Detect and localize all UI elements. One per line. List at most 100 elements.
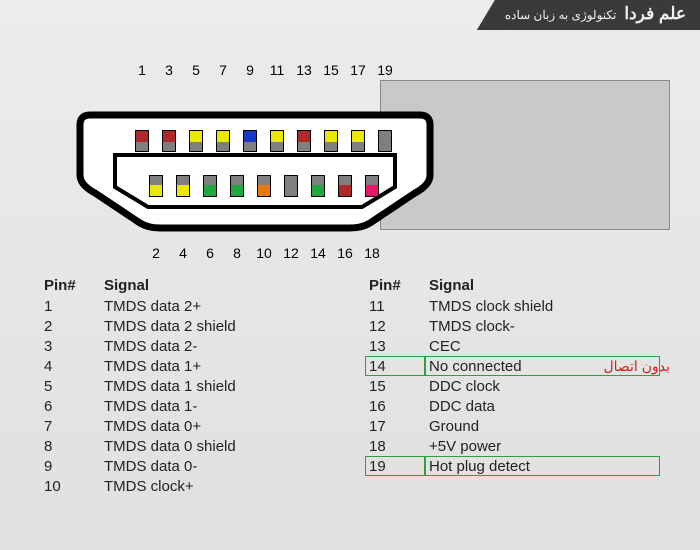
cell-signal: TMDS data 0 shield [100, 436, 335, 456]
table-row: 11TMDS clock shield [365, 296, 660, 316]
pin-top [243, 130, 257, 152]
cell-signal: TMDS clock shield [425, 296, 660, 316]
cell-signal: TMDS data 2+ [100, 296, 335, 316]
table-row: 10TMDS clock+ [40, 476, 335, 496]
cell-pin: 10 [40, 476, 100, 496]
connector-svg [70, 75, 450, 245]
table-row: 6TMDS data 1- [40, 396, 335, 416]
table-row: 15DDC clock [365, 376, 660, 396]
cell-signal: TMDS data 0- [100, 456, 335, 476]
pin-number-label: 11 [265, 62, 289, 78]
cell-pin: 17 [365, 416, 425, 436]
table-row: 17Ground [365, 416, 660, 436]
cell-pin: 7 [40, 416, 100, 436]
pin-bottom [176, 175, 190, 197]
pin-top [378, 130, 392, 152]
cell-pin: 3 [40, 336, 100, 356]
cell-pin: 15 [365, 376, 425, 396]
pin-bottom [230, 175, 244, 197]
cell-pin: 2 [40, 316, 100, 336]
cell-signal: DDC clock [425, 376, 660, 396]
cell-pin: 1 [40, 296, 100, 316]
pin-number-label: 15 [319, 62, 343, 78]
hdmi-connector-diagram: 135791113151719 24681012141618 [40, 40, 660, 260]
pin-number-label: 13 [292, 62, 316, 78]
table-row: 13CEC [365, 336, 660, 356]
cell-signal: CEC [425, 336, 660, 356]
header-brand: علم فردا [624, 4, 686, 24]
cell-signal: Hot plug detect [425, 456, 660, 476]
pin-number-label: 3 [157, 62, 181, 78]
pin-top [297, 130, 311, 152]
pin-number-label: 9 [238, 62, 262, 78]
col-header-pin: Pin# [40, 275, 100, 296]
pin-number-label: 1 [130, 62, 154, 78]
cell-pin: 16 [365, 396, 425, 416]
cell-signal: TMDS data 2- [100, 336, 335, 356]
pin-top [351, 130, 365, 152]
cell-pin: 8 [40, 436, 100, 456]
table-row: 7TMDS data 0+ [40, 416, 335, 436]
pin-number-label: 16 [333, 245, 357, 261]
cell-signal: TMDS data 1- [100, 396, 335, 416]
pin-number-label: 4 [171, 245, 195, 261]
pin-number-label: 14 [306, 245, 330, 261]
pin-number-label: 19 [373, 62, 397, 78]
cell-pin: 18 [365, 436, 425, 456]
hdmi-connector [70, 75, 450, 250]
header-tagline: تکنولوژی به زبان ساده [505, 8, 617, 22]
pin-top [162, 130, 176, 152]
col-header-pin: Pin# [365, 275, 425, 296]
cell-signal: TMDS data 2 shield [100, 316, 335, 336]
cell-pin: 13 [365, 336, 425, 356]
pin-top [135, 130, 149, 152]
cell-pin: 5 [40, 376, 100, 396]
pin-number-label: 12 [279, 245, 303, 261]
pin-number-label: 10 [252, 245, 276, 261]
cell-signal: TMDS data 0+ [100, 416, 335, 436]
pin-bottom [149, 175, 163, 197]
cell-pin: 11 [365, 296, 425, 316]
cell-signal: DDC data [425, 396, 660, 416]
table-row: 5TMDS data 1 shield [40, 376, 335, 396]
cell-signal: TMDS clock- [425, 316, 660, 336]
cell-pin: 19 [365, 456, 425, 476]
pin-bottom [203, 175, 217, 197]
pin-bottom [311, 175, 325, 197]
table-row: 19Hot plug detect [365, 456, 660, 476]
pin-number-label: 17 [346, 62, 370, 78]
header-bar: تکنولوژی به زبان ساده علم فردا [477, 0, 700, 30]
cell-signal: Ground [425, 416, 660, 436]
pin-bottom [365, 175, 379, 197]
table-row: 8TMDS data 0 shield [40, 436, 335, 456]
cell-signal: TMDS data 1 shield [100, 376, 335, 396]
pin-number-label: 6 [198, 245, 222, 261]
cell-pin: 9 [40, 456, 100, 476]
table-row: 9TMDS data 0- [40, 456, 335, 476]
pinout-tables: Pin# Signal 1TMDS data 2+2TMDS data 2 sh… [40, 275, 660, 496]
pin-number-label: 7 [211, 62, 235, 78]
pin-number-label: 2 [144, 245, 168, 261]
cell-signal: TMDS clock+ [100, 476, 335, 496]
table-row: 18+5V power [365, 436, 660, 456]
cell-signal: +5V power [425, 436, 660, 456]
table-row: 3TMDS data 2- [40, 336, 335, 356]
cell-pin: 4 [40, 356, 100, 376]
pinout-table-right: Pin# Signal 11TMDS clock shield12TMDS cl… [365, 275, 660, 496]
pin-top [216, 130, 230, 152]
table-row: 16DDC data [365, 396, 660, 416]
pin-number-label: 5 [184, 62, 208, 78]
cell-pin: 14 [365, 356, 425, 376]
pin-bottom [257, 175, 271, 197]
table-row: 12TMDS clock- [365, 316, 660, 336]
pin-top [189, 130, 203, 152]
pin-top [270, 130, 284, 152]
col-header-signal: Signal [100, 275, 335, 296]
pin-number-label: 8 [225, 245, 249, 261]
pin-number-label: 18 [360, 245, 384, 261]
table-row: 1TMDS data 2+ [40, 296, 335, 316]
pin-bottom [338, 175, 352, 197]
col-header-signal: Signal [425, 275, 660, 296]
pinout-table-left: Pin# Signal 1TMDS data 2+2TMDS data 2 sh… [40, 275, 335, 496]
cell-signal: TMDS data 1+ [100, 356, 335, 376]
